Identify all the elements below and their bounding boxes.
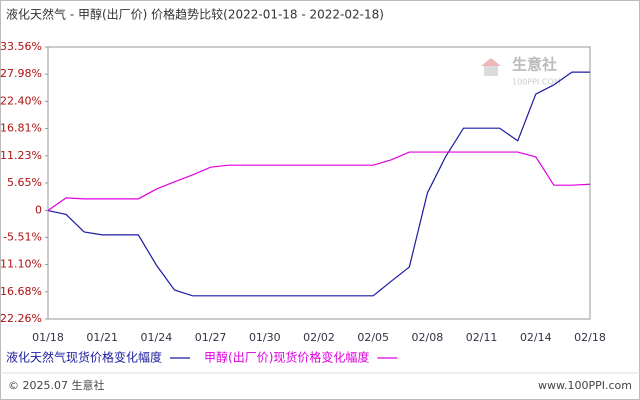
watermark-text: 生意社 [512,56,557,74]
watermark-sub: 100PPI.COM [512,78,561,87]
legend-label: 甲醇(出厂价)现货价格变化幅度 [204,350,369,365]
x-tick-label: 02/05 [357,331,389,344]
x-tick-label: 02/14 [520,331,552,344]
y-tick-label: 0 [35,204,42,217]
y-tick-label: 11.23% [0,149,42,162]
x-tick-label: 02/08 [412,331,444,344]
y-tick-label: -22.26% [0,312,42,325]
footer-left: © 2025.07 生意社 [8,378,104,392]
footer-right: www.100PPI.com [538,379,632,392]
x-tick-label: 02/11 [466,331,498,344]
series-line [47,151,591,212]
x-tick-label: 02/18 [574,331,606,344]
y-tick-label: 27.98% [0,67,42,80]
y-tick-label: 33.56% [0,40,42,53]
y-tick-label: 16.81% [0,122,42,135]
watermark-logo [481,58,501,76]
x-tick-label: 01/24 [141,331,173,344]
chart-title: 液化天然气 - 甲醇(出厂价) 价格趋势比较(2022-01-18 - 2022… [6,7,384,22]
legend-label: 液化天然气现货价格变化幅度 [6,350,162,365]
x-tick-label: 02/02 [303,331,335,344]
y-tick-label: 5.65% [7,176,42,189]
y-tick-label: -5.51% [3,230,42,243]
x-tick-label: 01/27 [195,331,227,344]
series-line [47,71,590,297]
x-tick-label: 01/30 [249,331,281,344]
y-tick-label: 22.40% [0,94,42,107]
y-tick-label: -11.10% [0,258,42,271]
x-tick-label: 01/21 [86,331,118,344]
x-tick-label: 01/18 [32,331,64,344]
y-tick-label: -16.68% [0,285,42,298]
